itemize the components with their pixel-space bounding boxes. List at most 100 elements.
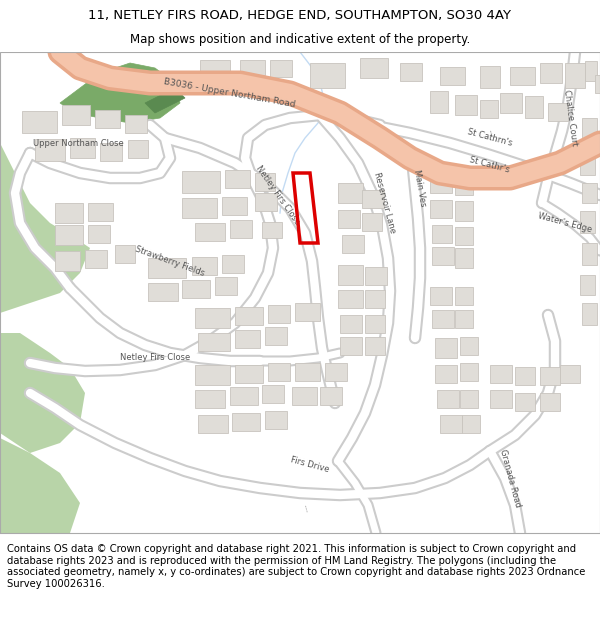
Bar: [182, 198, 217, 218]
Text: Main Ves: Main Ves: [412, 169, 428, 208]
Bar: [265, 411, 287, 429]
Bar: [195, 223, 225, 241]
Bar: [480, 66, 500, 88]
Bar: [85, 250, 107, 268]
Bar: [362, 190, 384, 208]
Bar: [365, 315, 385, 333]
Bar: [325, 363, 347, 381]
Bar: [235, 365, 263, 383]
Bar: [235, 307, 263, 325]
Bar: [55, 225, 83, 245]
Bar: [195, 308, 230, 328]
Text: St Cathrn's: St Cathrn's: [467, 127, 514, 148]
Bar: [35, 139, 65, 161]
Bar: [585, 61, 597, 81]
Text: Granada Road: Granada Road: [498, 448, 522, 508]
Text: Firs D⁠rive: Firs D⁠rive: [304, 504, 307, 511]
Bar: [225, 170, 250, 188]
Bar: [580, 275, 595, 295]
Bar: [338, 210, 360, 228]
Bar: [182, 280, 210, 298]
Bar: [432, 310, 454, 328]
Bar: [455, 227, 473, 245]
Bar: [515, 393, 535, 411]
Bar: [580, 211, 595, 233]
Bar: [430, 173, 452, 193]
Text: Firs Drive: Firs Drive: [290, 456, 331, 474]
Bar: [265, 327, 287, 345]
Bar: [200, 60, 230, 78]
Bar: [195, 390, 225, 408]
Bar: [362, 213, 382, 231]
Bar: [455, 248, 473, 268]
Bar: [182, 171, 220, 193]
Bar: [500, 93, 522, 113]
Bar: [148, 258, 186, 278]
Bar: [148, 283, 178, 301]
Text: Reservoir Lane: Reservoir Lane: [373, 171, 397, 234]
Bar: [70, 138, 95, 158]
Text: Contains OS data © Crown copyright and database right 2021. This information is : Contains OS data © Crown copyright and d…: [7, 544, 586, 589]
Bar: [292, 387, 317, 405]
Polygon shape: [0, 333, 85, 453]
Bar: [490, 365, 512, 383]
Bar: [88, 203, 113, 221]
Bar: [435, 365, 457, 383]
Bar: [548, 103, 568, 121]
Bar: [560, 365, 580, 383]
Text: Map shows position and indicative extent of the property.: Map shows position and indicative extent…: [130, 32, 470, 46]
Text: Strawberry Fields: Strawberry Fields: [134, 244, 206, 278]
Bar: [215, 277, 237, 295]
Bar: [400, 63, 422, 81]
Bar: [295, 363, 320, 381]
Bar: [432, 247, 454, 265]
Bar: [460, 363, 478, 381]
Bar: [455, 173, 473, 195]
Bar: [338, 265, 363, 285]
Bar: [582, 303, 597, 325]
Polygon shape: [60, 63, 180, 123]
Bar: [525, 96, 543, 118]
Bar: [437, 390, 459, 408]
Bar: [430, 91, 448, 113]
Text: B3036 - Upper Northam Road: B3036 - Upper Northam Road: [163, 77, 296, 109]
Bar: [100, 143, 122, 161]
Bar: [295, 303, 320, 321]
Bar: [198, 333, 230, 351]
Bar: [462, 415, 480, 433]
Bar: [88, 225, 110, 243]
Bar: [455, 95, 477, 115]
Bar: [582, 118, 597, 143]
Text: Main Ves: Main Ves: [488, 130, 491, 136]
Bar: [595, 75, 600, 93]
Bar: [95, 110, 120, 128]
Bar: [515, 367, 535, 385]
Bar: [455, 310, 473, 328]
Bar: [510, 67, 535, 85]
Bar: [440, 415, 462, 433]
Bar: [270, 60, 292, 77]
Bar: [540, 367, 560, 385]
Bar: [192, 257, 217, 275]
Bar: [230, 220, 252, 238]
Bar: [365, 337, 385, 355]
Bar: [480, 100, 498, 118]
Bar: [310, 63, 345, 88]
Bar: [580, 153, 595, 175]
Bar: [455, 201, 473, 221]
Bar: [435, 338, 457, 358]
Bar: [565, 63, 585, 88]
Bar: [360, 58, 388, 78]
Bar: [340, 315, 362, 333]
Text: Chalice Court: Chalice Court: [562, 89, 578, 147]
Text: Upper Northam Close: Upper Northam Close: [32, 139, 124, 148]
Polygon shape: [0, 438, 80, 533]
Bar: [198, 415, 228, 433]
Text: 11, NETLEY FIRS ROAD, HEDGE END, SOUTHAMPTON, SO30 4AY: 11, NETLEY FIRS ROAD, HEDGE END, SOUTHAM…: [89, 9, 511, 22]
Bar: [128, 140, 148, 158]
Text: St Cathr’s: St Cathr’s: [469, 156, 511, 174]
Bar: [320, 387, 342, 405]
Bar: [222, 197, 247, 215]
Bar: [125, 115, 147, 133]
Bar: [460, 390, 478, 408]
